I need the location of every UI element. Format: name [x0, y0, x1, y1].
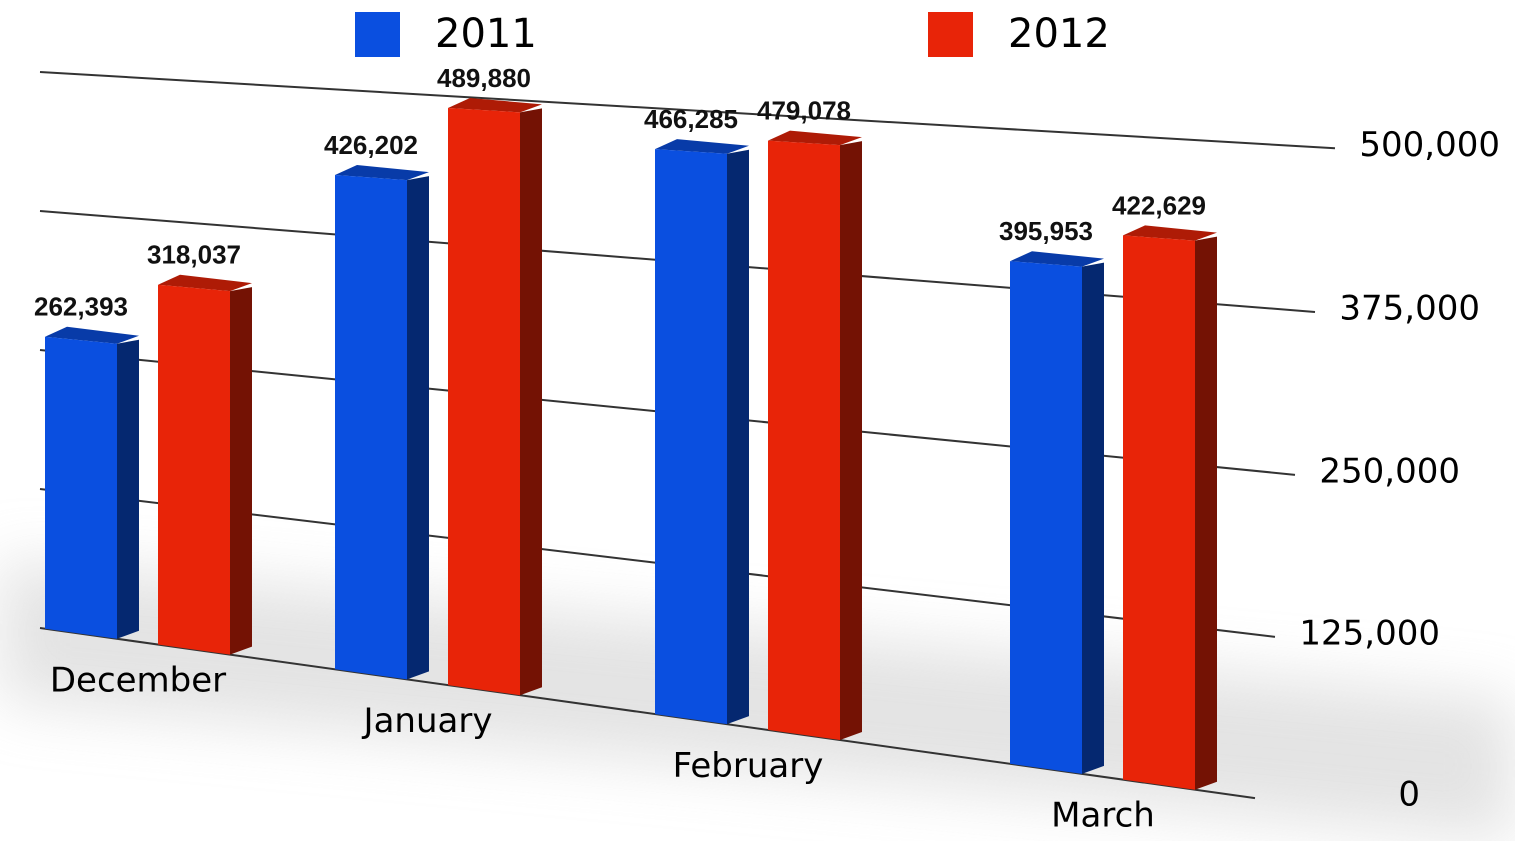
bar-side — [520, 108, 542, 696]
grid-line — [39, 71, 1336, 150]
bar-top — [655, 139, 749, 154]
bar-side — [407, 176, 429, 680]
y-tick-label: 0 — [1398, 775, 1420, 815]
bar-top — [448, 97, 542, 113]
x-tick-label: March — [1051, 796, 1155, 836]
value-label: 479,078 — [757, 96, 851, 126]
value-label: 422,629 — [1112, 190, 1206, 220]
x-tick-label: December — [50, 661, 226, 701]
x-tick-label: January — [362, 701, 493, 741]
y-tick-label: 375,000 — [1339, 288, 1480, 328]
bar-side — [840, 141, 862, 740]
bar-top — [335, 164, 429, 181]
y-tick-label: 125,000 — [1299, 613, 1440, 653]
bar — [158, 284, 230, 655]
x-tick-label: February — [673, 746, 824, 786]
bar-top — [45, 326, 139, 344]
bar-side — [230, 287, 252, 655]
grid-line — [39, 627, 1256, 800]
y-tick-label: 500,000 — [1359, 125, 1500, 165]
bar — [45, 336, 117, 639]
bar — [448, 107, 520, 696]
bar — [1123, 235, 1195, 790]
legend-swatch — [355, 12, 400, 57]
value-label: 262,393 — [34, 292, 128, 322]
bar-side — [1082, 262, 1104, 774]
bar-top — [1123, 225, 1217, 241]
value-label: 426,202 — [324, 130, 418, 160]
bar-top — [1010, 251, 1104, 267]
bar — [335, 174, 407, 680]
y-tick-label: 250,000 — [1319, 451, 1460, 491]
legend-label: 2011 — [435, 11, 537, 57]
bar-side — [1195, 236, 1217, 790]
value-label: 466,285 — [644, 104, 738, 134]
bar — [655, 149, 727, 725]
bar-side — [117, 339, 139, 639]
legend-label: 2012 — [1008, 11, 1110, 57]
legend-swatch — [928, 12, 973, 57]
value-label: 489,880 — [437, 63, 531, 93]
value-label: 318,037 — [147, 240, 241, 270]
bar-top — [768, 130, 862, 146]
bar — [768, 140, 840, 740]
bar-side — [727, 149, 749, 725]
value-label: 395,953 — [999, 216, 1093, 246]
bar — [1010, 261, 1082, 774]
bar-top — [158, 274, 252, 292]
